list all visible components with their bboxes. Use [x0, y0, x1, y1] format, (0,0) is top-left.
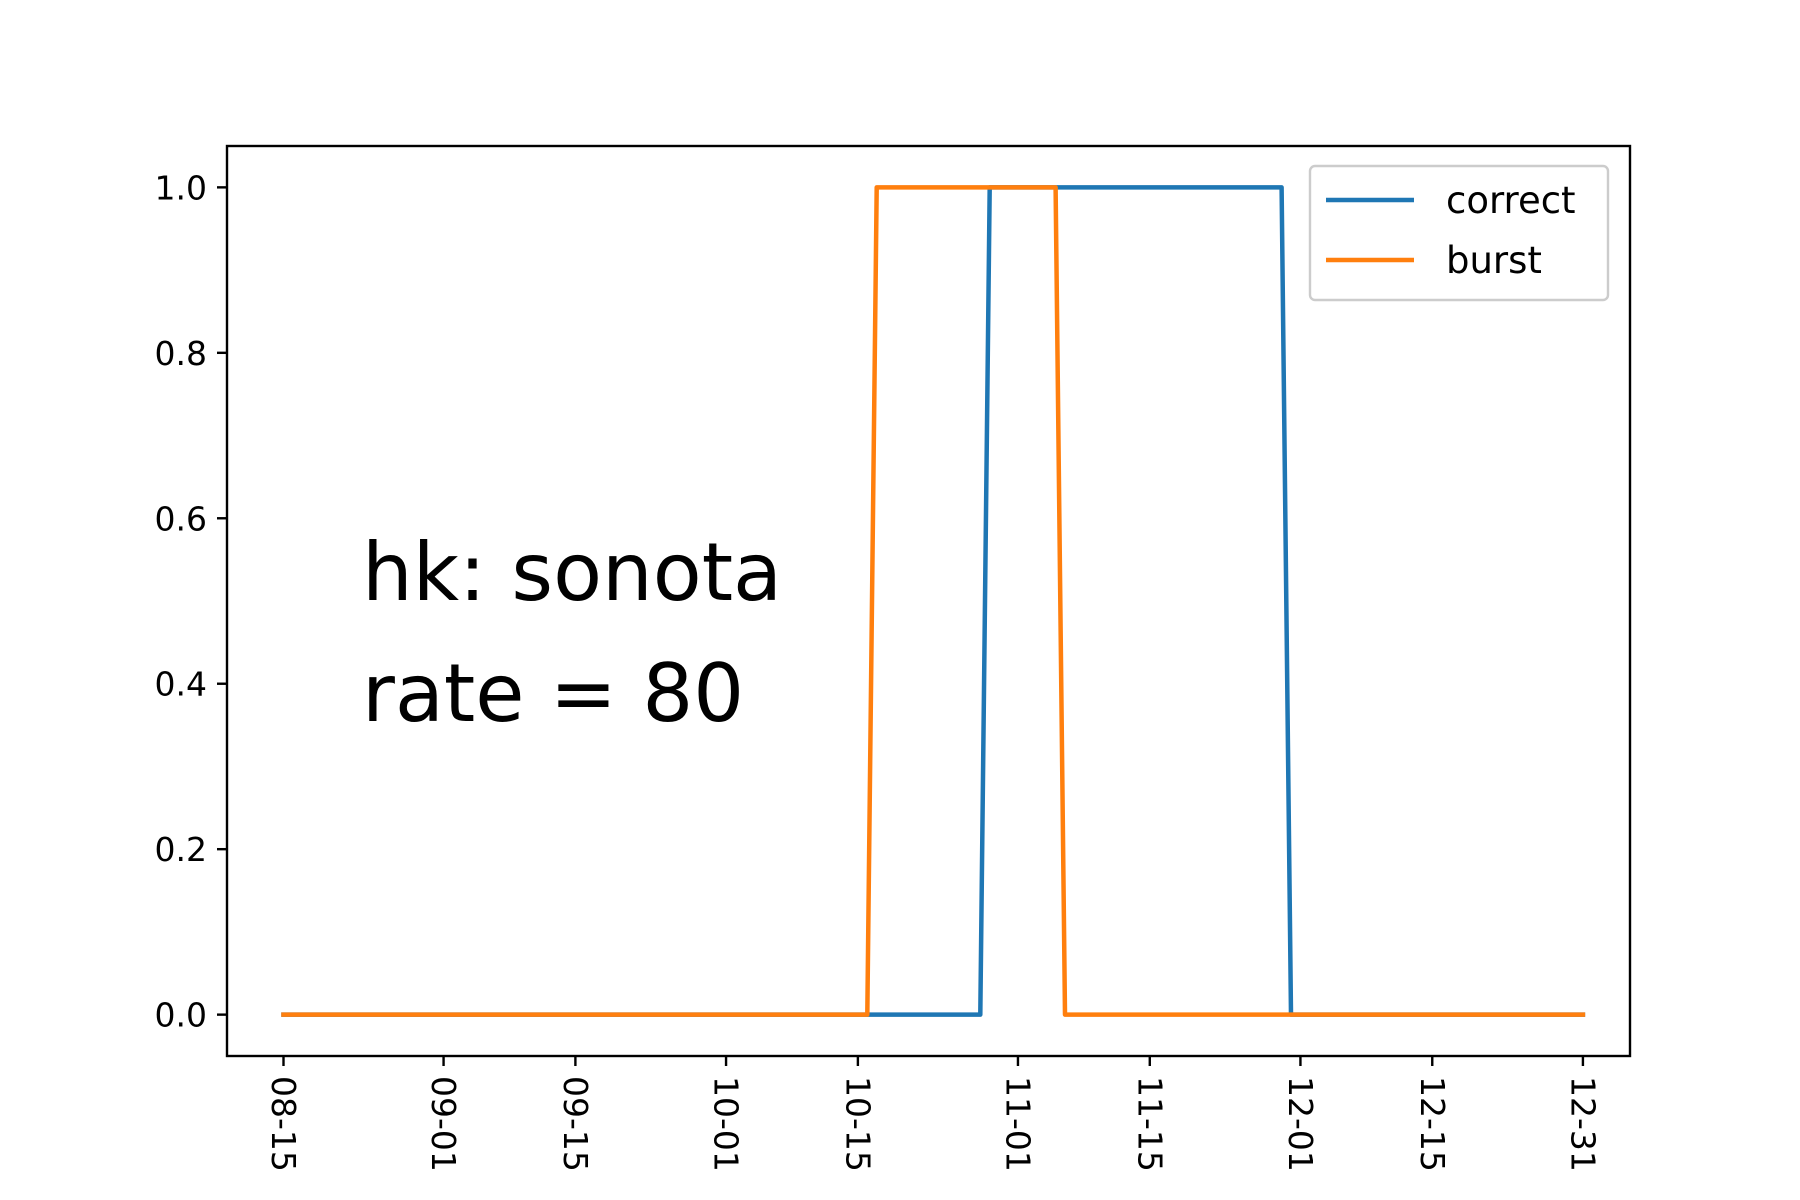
annotation-hk: hk: sonota: [362, 526, 782, 619]
y-axis: 0.0 0.2 0.4 0.6 0.8 1.0: [155, 168, 227, 1035]
x-tick-label: 09-01: [424, 1076, 463, 1172]
annotation-group: hk: sonota rate = 80: [362, 526, 782, 740]
x-axis: 08-15 09-01 09-15 10-01 10-15 11-01 11-15 12-01…: [264, 1056, 1602, 1172]
y-tick-label: 1.0: [155, 168, 207, 207]
y-tick-label: 0.6: [155, 499, 207, 538]
series-layer: [281, 185, 1586, 1017]
y-tick-label: 0.4: [155, 665, 207, 704]
x-tick-label: 10-15: [838, 1076, 877, 1172]
legend: correct burst: [1308, 164, 1610, 302]
x-tick-label: 11-15: [1130, 1076, 1169, 1172]
y-tick-label: 0.0: [155, 996, 207, 1035]
legend-label-correct: correct: [1446, 179, 1576, 222]
x-tick-label: 12-01: [1281, 1076, 1320, 1172]
x-tick-label: 11-01: [998, 1076, 1037, 1172]
annotation-rate: rate = 80: [362, 647, 744, 740]
x-tick-label: 09-15: [556, 1076, 595, 1172]
series-line-burst: [281, 185, 1586, 1017]
x-tick-label: 12-31: [1563, 1076, 1602, 1172]
x-tick-label: 10-01: [707, 1076, 746, 1172]
plot-frame: [225, 144, 1632, 1058]
x-tick-label: 12-15: [1413, 1076, 1452, 1172]
x-tick-label: 08-15: [264, 1076, 303, 1172]
y-tick-label: 0.8: [155, 334, 207, 373]
y-tick-label: 0.2: [155, 830, 207, 869]
legend-label-burst: burst: [1446, 239, 1542, 282]
